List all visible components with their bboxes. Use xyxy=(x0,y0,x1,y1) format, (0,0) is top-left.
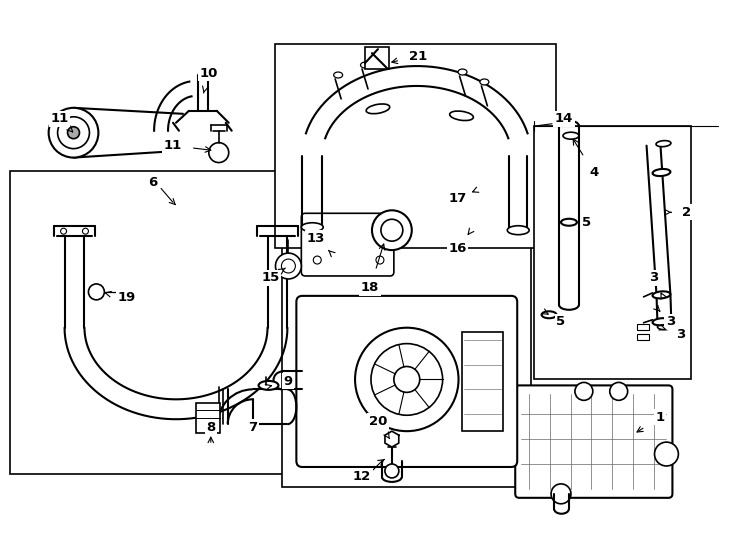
Text: 8: 8 xyxy=(206,421,216,434)
Text: 5: 5 xyxy=(582,216,592,229)
Text: 4: 4 xyxy=(589,166,598,179)
Ellipse shape xyxy=(458,69,467,75)
Circle shape xyxy=(88,284,104,300)
Text: 10: 10 xyxy=(200,66,218,79)
Circle shape xyxy=(48,108,98,158)
FancyBboxPatch shape xyxy=(302,213,394,276)
Ellipse shape xyxy=(480,79,489,85)
Text: 11: 11 xyxy=(164,139,182,152)
Bar xyxy=(196,403,219,433)
Circle shape xyxy=(275,253,302,279)
Circle shape xyxy=(610,382,628,400)
Circle shape xyxy=(381,219,403,241)
Text: 14: 14 xyxy=(555,112,573,125)
Text: 3: 3 xyxy=(676,328,685,341)
Bar xyxy=(365,47,389,69)
Bar xyxy=(275,44,556,248)
Circle shape xyxy=(82,228,88,234)
Text: 11: 11 xyxy=(51,112,69,125)
Ellipse shape xyxy=(653,291,670,299)
Text: 3: 3 xyxy=(666,315,675,328)
Bar xyxy=(283,228,531,487)
Text: 3: 3 xyxy=(649,272,658,285)
Ellipse shape xyxy=(334,72,343,78)
Text: 7: 7 xyxy=(248,421,257,434)
Bar xyxy=(636,334,649,340)
Ellipse shape xyxy=(656,140,671,147)
Ellipse shape xyxy=(360,62,369,68)
Text: 1: 1 xyxy=(656,411,665,424)
Ellipse shape xyxy=(302,222,323,232)
Text: 15: 15 xyxy=(261,272,280,285)
Ellipse shape xyxy=(507,226,529,235)
Bar xyxy=(462,332,504,431)
Circle shape xyxy=(281,259,295,273)
Text: 19: 19 xyxy=(117,292,135,305)
Circle shape xyxy=(551,484,571,504)
Circle shape xyxy=(655,442,678,466)
Circle shape xyxy=(575,382,593,400)
Ellipse shape xyxy=(653,169,670,176)
Text: 13: 13 xyxy=(306,232,324,245)
Text: 16: 16 xyxy=(448,241,467,255)
Text: 21: 21 xyxy=(409,50,427,63)
Circle shape xyxy=(394,367,420,393)
Circle shape xyxy=(57,117,90,148)
Circle shape xyxy=(372,210,412,250)
Circle shape xyxy=(355,328,459,431)
Circle shape xyxy=(208,143,229,163)
Text: 9: 9 xyxy=(284,375,293,388)
Bar xyxy=(10,171,326,474)
Ellipse shape xyxy=(563,132,579,139)
Ellipse shape xyxy=(653,318,670,325)
Ellipse shape xyxy=(542,311,556,318)
Circle shape xyxy=(371,343,443,415)
Bar xyxy=(636,323,649,330)
Text: 2: 2 xyxy=(682,206,691,219)
Text: 12: 12 xyxy=(353,470,371,483)
Text: 5: 5 xyxy=(556,315,566,328)
Circle shape xyxy=(376,256,384,264)
Text: 6: 6 xyxy=(148,176,158,189)
Circle shape xyxy=(313,224,321,232)
FancyBboxPatch shape xyxy=(297,296,517,467)
Circle shape xyxy=(313,256,321,264)
Ellipse shape xyxy=(658,323,672,330)
Ellipse shape xyxy=(450,111,473,120)
Circle shape xyxy=(68,127,79,139)
Circle shape xyxy=(385,464,399,478)
Text: 20: 20 xyxy=(368,415,387,428)
Ellipse shape xyxy=(258,381,278,390)
Ellipse shape xyxy=(366,104,390,114)
Text: 17: 17 xyxy=(448,192,467,205)
Bar xyxy=(534,126,691,380)
FancyBboxPatch shape xyxy=(515,386,672,498)
Ellipse shape xyxy=(561,219,577,226)
Circle shape xyxy=(376,224,384,232)
Text: 18: 18 xyxy=(361,281,379,294)
Circle shape xyxy=(61,228,67,234)
